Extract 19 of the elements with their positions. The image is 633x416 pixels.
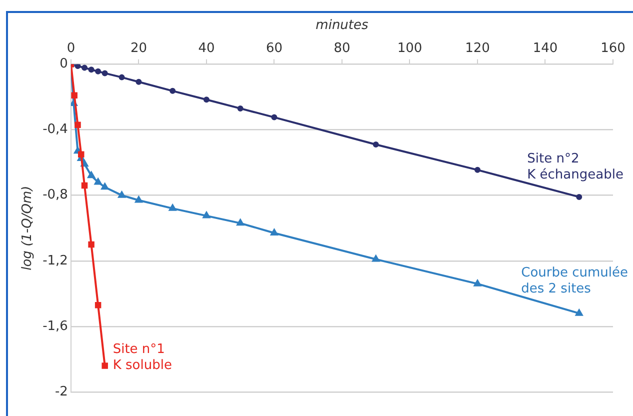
x-tick-label: 140 bbox=[532, 40, 558, 56]
x-tick-label: 80 bbox=[334, 40, 350, 56]
y-tick-label: -0,8 bbox=[42, 188, 68, 203]
x-tick-label: 100 bbox=[397, 40, 422, 56]
x-tick-label: 120 bbox=[465, 40, 490, 56]
series-label: Courbe cumulée des 2 sites bbox=[521, 266, 628, 297]
y-tick-label: -1,6 bbox=[42, 318, 68, 334]
series-label: Site n°2 K échangeable bbox=[527, 151, 624, 182]
x-tick-label: 60 bbox=[266, 40, 282, 56]
series-label: Site n°1 K soluble bbox=[112, 342, 172, 374]
y-tick-label: -2 bbox=[54, 384, 68, 400]
y-axis-title: log (1-Q/Qm) bbox=[20, 186, 36, 270]
y-tick-label: -0,4 bbox=[42, 122, 68, 138]
x-tick-label: 40 bbox=[198, 40, 215, 56]
x-tick-label: 20 bbox=[130, 40, 147, 56]
y-tick-label: 0 bbox=[60, 56, 68, 72]
x-tick-label: 160 bbox=[600, 40, 626, 56]
x-axis-title: minutes bbox=[316, 18, 369, 34]
y-tick-label: -1,2 bbox=[42, 253, 68, 268]
